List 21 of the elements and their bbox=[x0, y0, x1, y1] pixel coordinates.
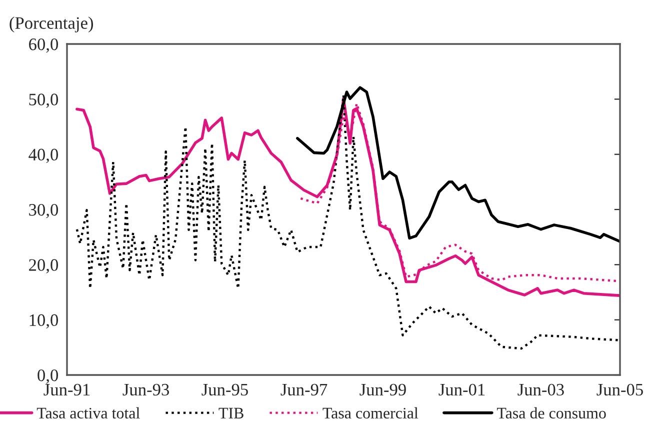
y-tick-label: 10,0 bbox=[30, 314, 58, 329]
legend-label: Tasa de consumo bbox=[496, 407, 606, 419]
y-axis-title: (Porcentaje) bbox=[10, 16, 93, 32]
y-tick-label: 30,0 bbox=[29, 204, 58, 218]
x-tick-label: Jun-05 bbox=[596, 384, 643, 396]
x-tick-label: Jun-93 bbox=[122, 384, 169, 396]
x-tick-label: Jun-01 bbox=[438, 384, 485, 396]
y-tick-label: 40,0 bbox=[28, 148, 58, 164]
line-series bbox=[76, 97, 620, 297]
legend-label: Tasa comercial bbox=[322, 407, 418, 419]
x-tick-label: Jun-91 bbox=[44, 384, 90, 396]
y-tick-label: 0,0 bbox=[38, 369, 58, 384]
legend-label: Tasa activa total bbox=[36, 407, 140, 419]
y-tick-label: 50,0 bbox=[29, 94, 58, 108]
x-tick-label: Jun-95 bbox=[202, 384, 248, 396]
x-tick-label: Jun-97 bbox=[280, 384, 328, 396]
y-tick-label: 20,0 bbox=[29, 259, 58, 274]
x-tick-label: Jun-99 bbox=[360, 384, 406, 396]
legend-label: TIB bbox=[218, 408, 244, 418]
x-tick-label: Jun-03 bbox=[518, 384, 564, 396]
y-tick-label: 60,0 bbox=[29, 38, 58, 53]
